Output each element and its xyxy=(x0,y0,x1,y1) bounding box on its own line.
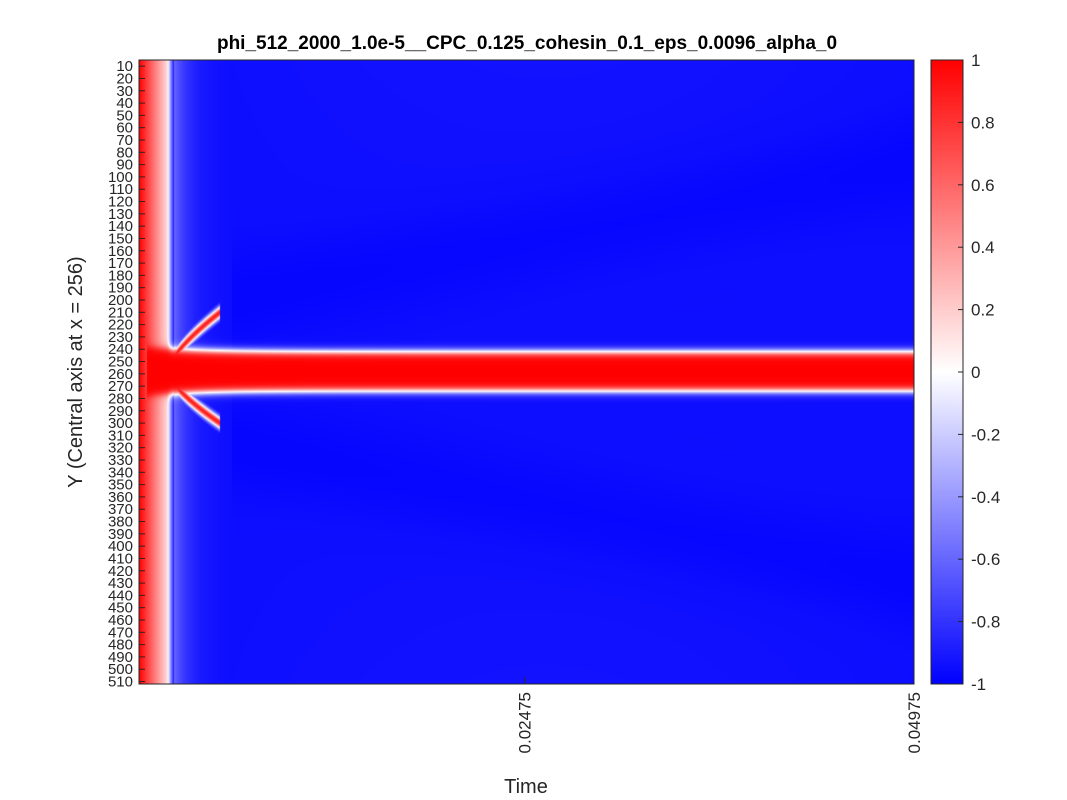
y-tick-label: 220 xyxy=(108,317,133,334)
colorbar-tick-label: 0 xyxy=(971,363,980,382)
colorbar-gradient xyxy=(930,59,964,685)
y-tick-label: 290 xyxy=(108,403,133,420)
y-tick-label: 250 xyxy=(108,354,133,371)
colorbar-tick-label: 0.6 xyxy=(971,176,995,195)
y-tick-label: 510 xyxy=(108,674,133,691)
y-tick-label: 400 xyxy=(108,538,133,555)
y-tick-label: 490 xyxy=(108,649,133,666)
y-tick-label: 160 xyxy=(108,243,133,260)
heatmap-canvas xyxy=(139,60,914,684)
y-tick-label: 100 xyxy=(108,169,133,186)
y-tick-label: 190 xyxy=(108,280,133,297)
y-tick-label: 240 xyxy=(108,341,133,358)
y-tick-label: 50 xyxy=(116,107,133,124)
heatmap-plot-area xyxy=(138,59,915,685)
y-tick-label: 500 xyxy=(108,661,133,678)
y-tick-label: 180 xyxy=(108,267,133,284)
colorbar-tick-label: -1 xyxy=(971,675,986,694)
y-tick-label: 110 xyxy=(109,181,133,198)
y-tick-label: 90 xyxy=(116,157,133,174)
y-tick-label: 310 xyxy=(108,427,133,444)
y-tick-label: 210 xyxy=(108,304,133,321)
y-tick-label: 480 xyxy=(108,637,133,654)
y-tick-label: 470 xyxy=(108,624,133,641)
x-axis-label: Time xyxy=(504,776,548,798)
plot-frame xyxy=(138,59,915,685)
y-axis-ticks: 1020304050607080901001101201301401501601… xyxy=(108,58,145,691)
y-tick-label: 420 xyxy=(108,563,133,580)
x-axis-ticks: 0.02475 0.04975 xyxy=(516,677,924,753)
y-tick-label: 320 xyxy=(108,440,133,457)
colorbar-tick-label: -0.8 xyxy=(971,613,1000,632)
y-tick-label: 330 xyxy=(108,452,133,469)
colorbar-tick-label: -0.6 xyxy=(971,550,1000,569)
y-tick-label: 120 xyxy=(108,194,133,211)
y-tick-label: 280 xyxy=(108,390,133,407)
y-tick-label: 130 xyxy=(108,206,133,223)
y-tick-label: 80 xyxy=(116,144,133,161)
colorbar: 1 0.8 0.6 0.4 0.2 0 -0.2 -0.4 -0.6 -0.8 -1 xyxy=(930,51,1000,694)
y-tick-label: 170 xyxy=(108,255,133,272)
y-tick-label: 450 xyxy=(108,600,133,617)
y-tick-label: 410 xyxy=(108,550,133,567)
y-tick-label: 340 xyxy=(108,464,133,481)
x-tick-label: 0.02475 xyxy=(516,692,535,753)
colorbar-tick-label: 0.2 xyxy=(971,301,995,320)
y-tick-label: 270 xyxy=(108,378,133,395)
colorbar-tick-label: 0.8 xyxy=(971,113,995,132)
chart-title: phi_512_2000_1.0e-5__CPC_0.125_cohesin_0… xyxy=(217,33,837,54)
y-tick-label: 430 xyxy=(108,575,133,592)
y-tick-label: 230 xyxy=(108,329,133,346)
x-tick-label: 0.04975 xyxy=(905,692,924,753)
colorbar-tick-label: 1 xyxy=(971,51,980,70)
y-tick-label: 60 xyxy=(116,120,133,137)
y-tick-label: 300 xyxy=(108,415,133,432)
y-tick-label: 70 xyxy=(116,132,133,149)
y-tick-label: 150 xyxy=(108,230,133,247)
y-tick-label: 460 xyxy=(108,612,133,629)
colorbar-ticks: 1 0.8 0.6 0.4 0.2 0 -0.2 -0.4 -0.6 -0.8 -1 xyxy=(958,51,1000,694)
y-tick-label: 20 xyxy=(116,70,133,87)
y-tick-label: 380 xyxy=(108,514,133,531)
y-tick-label: 200 xyxy=(108,292,133,309)
colorbar-tick-label: -0.4 xyxy=(971,488,1000,507)
y-tick-label: 10 xyxy=(116,58,133,75)
y-tick-label: 140 xyxy=(108,218,133,235)
y-tick-label: 40 xyxy=(116,95,133,112)
y-tick-label: 440 xyxy=(108,587,133,604)
y-tick-label: 30 xyxy=(116,83,133,100)
colorbar-tick-label: -0.2 xyxy=(971,425,1000,444)
colorbar-tick-label: 0.4 xyxy=(971,238,995,257)
y-tick-label: 370 xyxy=(108,501,133,518)
y-tick-label: 360 xyxy=(108,489,133,506)
y-tick-label: 390 xyxy=(108,526,133,543)
y-tick-label: 260 xyxy=(108,366,133,383)
y-axis-label: Y (Central axis at x = 256) xyxy=(65,256,87,487)
y-tick-label: 350 xyxy=(108,477,133,494)
